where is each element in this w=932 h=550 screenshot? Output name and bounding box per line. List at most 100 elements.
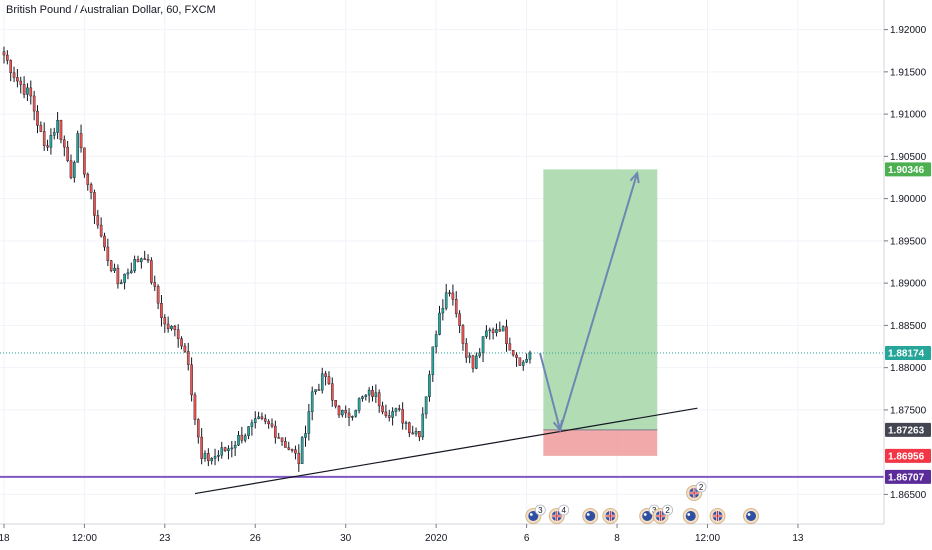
- candle-body: [63, 139, 66, 148]
- candle-body: [391, 411, 394, 418]
- candle-body: [408, 422, 411, 434]
- time-tick-label: 30: [340, 533, 352, 544]
- candle-body: [183, 345, 187, 352]
- candle-body: [284, 441, 287, 448]
- candle-body: [414, 430, 418, 435]
- candle-body: [475, 355, 478, 369]
- candle-body: [210, 458, 214, 462]
- candle-body: [9, 60, 13, 74]
- candle-body: [351, 416, 354, 418]
- candle-body: [166, 323, 170, 330]
- candle-body: [478, 352, 482, 357]
- candle-body: [401, 409, 404, 424]
- candle-body: [334, 400, 337, 407]
- candle-body: [143, 258, 147, 260]
- candle-body: [39, 125, 43, 132]
- candle-body: [274, 425, 277, 438]
- price-tag-current: [885, 345, 931, 360]
- candle-body: [264, 418, 267, 422]
- candle-body: [267, 421, 270, 425]
- candle-body: [86, 173, 90, 185]
- candle-body: [237, 434, 240, 446]
- candle-body: [361, 396, 364, 399]
- candle-body: [83, 147, 86, 175]
- candle-body: [207, 453, 210, 462]
- candle-body: [344, 409, 348, 414]
- au-flag-fill: [685, 511, 696, 521]
- candle-body: [186, 351, 190, 365]
- projection-arrowhead-up: [629, 171, 640, 184]
- price-axis[interactable]: [884, 0, 932, 550]
- candle-body: [488, 329, 492, 332]
- candle-body: [320, 373, 324, 391]
- candle-body: [19, 80, 23, 85]
- candle-body: [508, 343, 512, 351]
- au-flag-star: [687, 513, 691, 516]
- candle-body: [461, 325, 465, 344]
- time-tick-label: 2020: [425, 533, 448, 544]
- candle-body: [454, 299, 458, 314]
- price-tick-label: 1.91000: [890, 110, 927, 121]
- candle-body: [310, 391, 314, 412]
- candle-body: [511, 350, 515, 356]
- candle-body: [384, 411, 388, 416]
- candle-body: [32, 95, 36, 112]
- candle-body: [451, 292, 455, 300]
- candle-body: [126, 272, 130, 275]
- price-tag-support: [885, 469, 931, 484]
- candle-body: [133, 259, 136, 272]
- candle-body: [93, 192, 96, 216]
- trendline[interactable]: [194, 407, 698, 495]
- candle-body: [337, 405, 341, 416]
- stop-loss-zone[interactable]: [543, 429, 658, 456]
- candle-body: [200, 436, 203, 459]
- candle-body: [374, 392, 378, 397]
- price-tick-label: 1.90500: [890, 152, 927, 163]
- candle-body: [66, 146, 69, 161]
- candle-body: [73, 162, 76, 178]
- candle-body: [294, 449, 297, 454]
- candle-body: [196, 419, 200, 438]
- candle-body: [428, 374, 431, 397]
- candle-body: [29, 87, 33, 97]
- candle-body: [76, 133, 79, 163]
- candle-body: [521, 361, 525, 366]
- candle-body: [233, 444, 237, 449]
- candle-body: [89, 184, 93, 193]
- candle-body: [317, 389, 321, 391]
- time-tick-label: 6: [524, 533, 530, 544]
- price-tag-target-label: 1.90346: [888, 165, 925, 176]
- candle-body: [501, 326, 505, 332]
- profit-zone[interactable]: [543, 169, 658, 430]
- candle-body: [280, 437, 284, 442]
- candle-body: [257, 416, 260, 419]
- candle-body: [528, 352, 532, 360]
- price-tag-current-label: 1.88174: [888, 348, 925, 359]
- candle-body: [424, 396, 428, 415]
- candle-body: [140, 258, 143, 263]
- candle-body: [109, 260, 113, 271]
- event-count-label: 2: [665, 506, 670, 515]
- candle-body: [434, 334, 438, 348]
- candle-body: [180, 338, 183, 347]
- candle-body: [223, 447, 227, 451]
- candle-body: [468, 355, 471, 358]
- candle-body: [220, 447, 224, 456]
- candle-body: [404, 422, 408, 424]
- price-tick-label: 1.89500: [890, 236, 927, 247]
- candle-body: [119, 282, 123, 285]
- projection-arrowhead-down: [552, 419, 564, 433]
- event-count-badge: [695, 481, 707, 493]
- au-flag-star: [586, 513, 590, 516]
- candle-body: [227, 448, 230, 451]
- candle-body: [116, 267, 120, 285]
- time-tick-label: 12:00: [695, 533, 720, 544]
- candle-body: [297, 452, 301, 464]
- candle-body: [381, 405, 384, 413]
- candle-body: [49, 135, 53, 148]
- time-tick-label: 23: [159, 533, 171, 544]
- candle-body: [287, 447, 291, 450]
- price-tag-stop: [885, 448, 931, 463]
